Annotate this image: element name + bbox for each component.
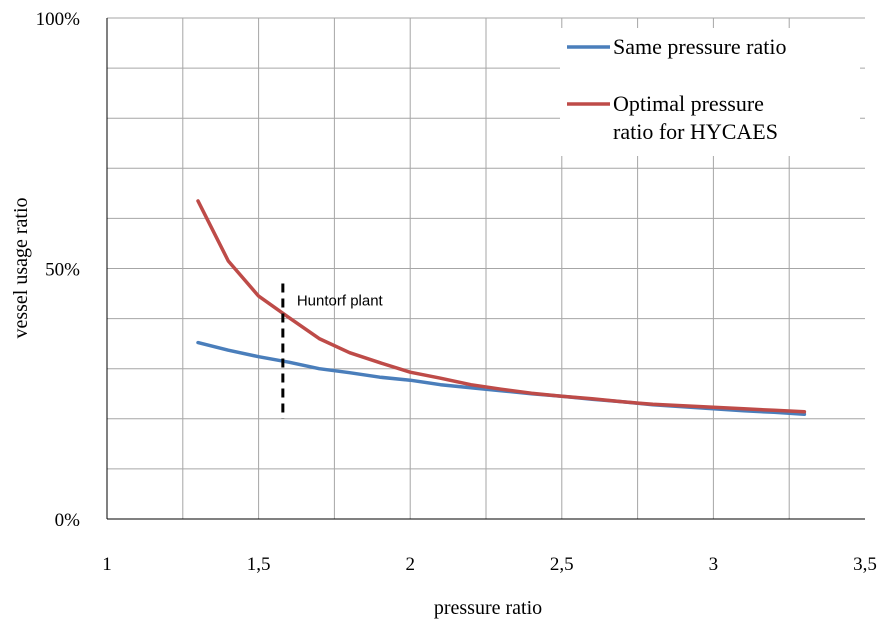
legend-background xyxy=(560,28,860,156)
axes xyxy=(106,18,865,520)
legend-label-line: Optimal pressure xyxy=(613,91,764,116)
legend: Same pressure ratio Optimal pressure ratio… xyxy=(560,28,860,156)
y-tick-label: 100% xyxy=(36,9,81,30)
series-lines xyxy=(196,199,807,417)
x-tick-label: 3 xyxy=(709,554,719,575)
y-tick-label: 50% xyxy=(45,260,80,281)
x-tick-label: 2 xyxy=(405,554,415,575)
huntorf-plant-label: Huntorf plant xyxy=(297,293,384,310)
x-axis-title: pressure ratio xyxy=(434,597,542,619)
legend-label-optimal-pressure-ratio: Optimal pressure ratio for HYCAES xyxy=(613,91,778,144)
x-tick-label: 3,5 xyxy=(853,554,877,575)
series-optimal-pressure-ratio-line xyxy=(196,199,807,414)
y-tick-label: 0% xyxy=(55,510,81,531)
x-tick-label: 2,5 xyxy=(550,554,574,575)
y-axis-title: vessel usage ratio xyxy=(10,197,32,338)
tick-labels: 1 1,5 2 2,5 3 3,5 0% 50% 100% xyxy=(36,9,877,575)
x-tick-label: 1,5 xyxy=(247,554,271,575)
annotations: Huntorf plant xyxy=(281,283,384,419)
legend-label-line: ratio for HYCAES xyxy=(613,119,778,144)
x-tick-label: 1 xyxy=(102,554,112,575)
legend-label-same-pressure-ratio: Same pressure ratio xyxy=(613,34,787,59)
